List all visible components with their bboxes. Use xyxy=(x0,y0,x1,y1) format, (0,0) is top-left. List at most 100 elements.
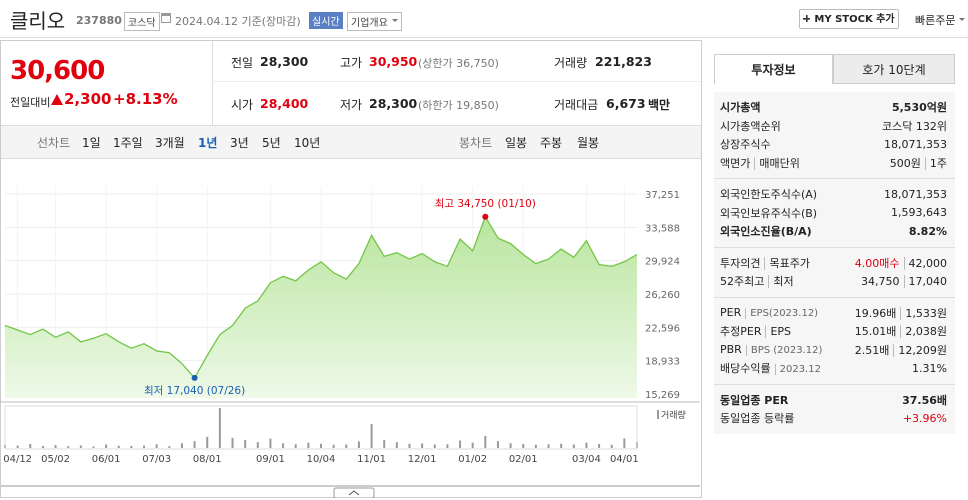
sidebar-tab[interactable]: 호가 10단계 xyxy=(833,54,955,84)
value-part: 4.00매수 xyxy=(854,256,900,270)
stock-name: 클리오 xyxy=(10,9,66,33)
info-group: 투자의견 목표주가 4.00매수 42,000 52주최고 최저 34,750 17,040 xyxy=(714,248,955,298)
info-label: 외국인보유주식수(B) xyxy=(720,205,817,221)
change: 2,300 xyxy=(64,90,112,108)
stock-code: 237880 xyxy=(76,14,122,27)
info-row: 동일업종 PER 37.56배 xyxy=(720,391,947,410)
overview-button[interactable]: 기업개요 xyxy=(347,12,402,31)
candle-tab[interactable]: 월봉 xyxy=(577,136,600,150)
label-part: PER xyxy=(720,306,742,320)
label-part: 최저 xyxy=(768,275,794,289)
candle-tab[interactable]: 일봉 xyxy=(505,136,528,150)
volume-bar xyxy=(345,444,348,448)
period-tab[interactable]: 5년 xyxy=(262,136,281,150)
overview-text: 기업개요 xyxy=(351,18,388,29)
toggle-icon xyxy=(348,490,360,496)
info-label: PER EPS(2023.12) xyxy=(720,306,819,320)
volume-bar xyxy=(471,442,474,448)
label-part: 액면가 xyxy=(720,156,751,170)
volume-bar xyxy=(168,446,171,448)
label-part: PBR xyxy=(720,343,742,357)
info-value: 37.56배 xyxy=(902,392,947,408)
period-tab[interactable]: 3년 xyxy=(230,136,249,150)
volume-bar xyxy=(282,443,285,448)
realtime-badge[interactable]: 실시간 xyxy=(309,12,343,29)
value-part: 8.82% xyxy=(908,224,947,238)
volume-legend-icon xyxy=(657,410,659,419)
info-row: 배당수익률 2023.12 1.31% xyxy=(720,359,947,378)
label-part: 배당수익률 xyxy=(720,362,771,376)
x-tick-label: 09/01 xyxy=(256,454,285,465)
period-tab[interactable]: 10년 xyxy=(294,136,321,150)
volume-bar xyxy=(585,442,588,448)
info-label: 상장주식수 xyxy=(720,136,771,152)
info-row: 액면가 매매단위 500원 1주 xyxy=(720,154,947,173)
volume-legend: 거래량 xyxy=(661,409,686,421)
value-part: 18,071,353 xyxy=(884,137,947,151)
summary-label: 전일 xyxy=(231,56,254,70)
value-part: 1.31% xyxy=(912,361,947,375)
volume-bar xyxy=(307,442,310,448)
value-part: 2,038원 xyxy=(900,325,947,339)
mystock-button[interactable]: MY STOCK 추가 xyxy=(799,9,899,29)
volume-bar xyxy=(547,444,550,448)
info-label: 액면가 매매단위 xyxy=(720,155,800,171)
up-arrow xyxy=(51,94,63,105)
volume-bar xyxy=(79,445,82,448)
volume-bar xyxy=(155,444,158,448)
volume-bar xyxy=(193,441,196,448)
value-part: 1주 xyxy=(924,156,947,170)
label-part: 동일업종 PER xyxy=(720,393,789,407)
label-part: 2023.12 xyxy=(774,364,821,376)
y-tick-label: 18,933 xyxy=(645,357,680,368)
candle-tab[interactable]: 주봉 xyxy=(540,136,563,150)
x-tick-label: 08/01 xyxy=(193,454,222,465)
info-value: 500원 1주 xyxy=(890,155,947,171)
info-value: 18,071,353 xyxy=(884,138,947,151)
info-value: +3.96% xyxy=(903,412,947,425)
y-tick-label: 29,924 xyxy=(645,257,680,268)
extreme-point xyxy=(482,213,489,220)
extreme-label: 최저 17,040 (07/26) xyxy=(144,385,245,397)
label-part: 투자의견 xyxy=(720,256,761,270)
volume-bar xyxy=(29,444,32,448)
caret xyxy=(391,19,398,25)
volume-bar xyxy=(598,444,601,448)
volume-bar xyxy=(370,424,373,448)
extreme-point xyxy=(191,374,198,381)
value-part: 5,530억원 xyxy=(891,101,947,115)
volume-bar xyxy=(395,442,398,448)
period-tab[interactable]: 1주일 xyxy=(113,136,143,150)
sidebar-tab-active[interactable]: 투자정보 xyxy=(714,54,833,84)
quick-order[interactable]: 빠른주문 xyxy=(915,12,966,28)
calendar-icon xyxy=(161,13,171,23)
quick-order-text: 빠른주문 xyxy=(915,14,956,27)
period-tab[interactable]: 1일 xyxy=(82,136,101,150)
volume-bar xyxy=(496,441,499,448)
summary-value: 28,400 xyxy=(260,96,309,111)
volume-bar xyxy=(421,443,424,448)
info-label: 시가총액 xyxy=(720,99,760,115)
value-part: 12,209원 xyxy=(893,343,947,357)
x-tick-label: 03/04 xyxy=(572,454,601,465)
summary-label: 고가 xyxy=(340,56,363,70)
volume-bar xyxy=(244,440,247,448)
info-row: 외국인한도주식수(A) 18,071,353 xyxy=(720,185,947,204)
info-value: 15.01배 2,038원 xyxy=(855,323,947,339)
info-row: 시가총액 5,530억원 xyxy=(720,98,947,117)
summary-value: 28,300 xyxy=(369,96,418,111)
y-tick-label: 15,269 xyxy=(645,390,680,401)
label-part: 시가총액순위 xyxy=(720,119,781,133)
period-tab[interactable]: 3개월 xyxy=(155,136,185,150)
info-row: 외국인소진율(B/A) 8.82% xyxy=(720,222,947,241)
info-label: 동일업종 PER xyxy=(720,392,788,408)
toggle-button[interactable] xyxy=(333,487,375,498)
volume-bar xyxy=(320,443,322,448)
x-tick-label: 07/03 xyxy=(142,454,171,465)
summary-label: 거래량 xyxy=(554,56,588,70)
period-tab[interactable]: 1년 xyxy=(198,136,218,150)
info-row: 외국인보유주식수(B) 1,593,643 xyxy=(720,204,947,223)
info-value: 코스닥 132위 xyxy=(882,118,947,134)
info-label: 투자의견 목표주가 xyxy=(720,255,810,271)
